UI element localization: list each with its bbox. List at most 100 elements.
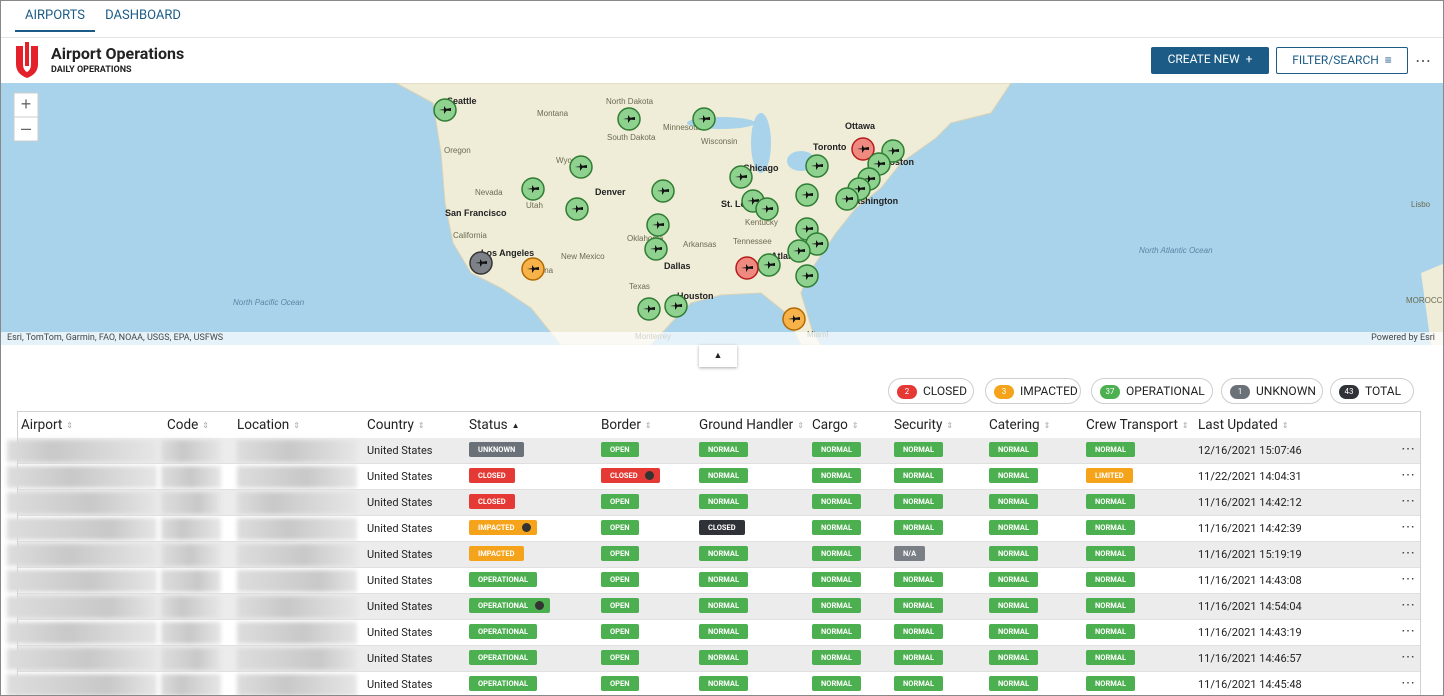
map-label: Texas [629,282,650,291]
status-badge: NORMAL [812,520,861,535]
row-menu[interactable]: ⋯ [1401,519,1415,535]
page-title: Airport Operations [51,44,185,63]
sort-icon[interactable]: ⇕ [946,421,954,430]
row-menu[interactable]: ⋯ [1401,467,1415,483]
row-menu[interactable]: ⋯ [1401,545,1415,561]
row-menu[interactable]: ⋯ [1401,571,1415,587]
status-badge: CLOSED [699,520,745,535]
status-badge: OPERATIONAL [469,598,551,613]
logo [16,42,38,78]
column-header[interactable]: Catering ⇕ [989,417,1051,433]
status-badge: NORMAL [894,624,943,639]
plane-icon [670,302,682,310]
collapse-map[interactable]: ▲ [699,345,737,367]
redacted-cell [237,596,357,618]
plane-icon [652,221,664,229]
chip-label: OPERATIONAL [1126,384,1205,398]
sort-icon[interactable]: ⇕ [644,421,652,430]
tab[interactable]: AIRPORTS [15,1,95,32]
plane-icon [643,305,655,313]
row-menu[interactable]: ⋯ [1401,441,1415,457]
tab[interactable]: DASHBOARD [105,8,181,23]
row-menu[interactable]: ⋯ [1401,623,1415,639]
status-badge: NORMAL [1086,546,1135,561]
column-header[interactable]: Last Updated ⇕ [1198,417,1289,433]
column-header[interactable]: Status ▲ [469,417,520,433]
sort-icon[interactable]: ⇕ [851,421,859,430]
status-badge: NORMAL [894,676,943,691]
redacted-cell [161,492,221,514]
plane-icon [741,264,753,272]
sort-icon[interactable]: ⇕ [293,421,300,430]
map-label: Oregon [444,146,471,155]
sort-icon[interactable]: ⇕ [417,421,425,430]
map-label: North Pacific Ocean [233,298,305,307]
column-header[interactable]: Location ⇕ [237,417,300,433]
status-badge: NORMAL [812,650,861,665]
sort-icon[interactable]: ⇕ [1281,421,1289,430]
plane-icon [623,115,635,123]
column-header[interactable]: Airport ⇕ [21,417,73,433]
plane-icon [873,160,885,168]
plane-icon [747,197,759,205]
summary-chip[interactable]: 43 TOTAL [1330,378,1414,404]
status-badge: NORMAL [894,494,943,509]
map-label: North Atlantic Ocean [1139,246,1213,255]
map-label: Lisbo [1411,200,1431,209]
sort-icon[interactable]: ▲ [511,421,520,430]
column-header[interactable]: Security ⇕ [894,417,954,433]
cell-text: United States [367,600,433,613]
map-label: Oklahoma [627,234,664,243]
sort-icon[interactable]: ⇕ [1181,421,1189,430]
row-menu[interactable]: ⋯ [1401,597,1415,613]
info-icon[interactable] [521,523,531,532]
zoom-out[interactable] [13,116,39,142]
map-label: Dallas [664,261,691,271]
map-label: Minnesota [663,123,700,132]
status-badge: NORMAL [812,598,861,613]
redacted-cell [237,492,357,514]
summary-chip[interactable]: 3 IMPACTED [985,378,1081,404]
filter-button[interactable]: FILTER/SEARCH ≡ [1276,47,1408,74]
row-menu[interactable]: ⋯ [1401,675,1415,691]
plane-icon [650,245,662,253]
status-badge: OPERATIONAL [469,676,538,691]
column-header[interactable]: Cargo ⇕ [812,417,859,433]
cell-text: United States [367,678,433,691]
map[interactable]: + – Vancouver Seattle Montana North Dakota S… [1,83,1444,345]
row-menu[interactable]: ⋯ [1401,493,1415,509]
status-badge: NORMAL [812,676,861,691]
column-header[interactable]: Crew Transport ⇕ [1086,417,1189,433]
column-header[interactable]: Ground Handler ⇕ [699,417,804,433]
info-icon[interactable] [644,471,654,480]
summary-chip[interactable]: 2 CLOSED [888,378,974,404]
more-menu[interactable]: ⋯ [1415,51,1431,70]
map-label: North Dakota [606,97,654,106]
redacted-cell [237,648,357,670]
status-badge: IMPACTED [469,546,524,561]
sort-icon[interactable]: ⇕ [202,421,209,430]
cell-text: 11/16/2021 14:45:48 [1198,678,1302,691]
status-badge: NORMAL [989,598,1038,613]
cell-text: United States [367,470,433,483]
sort-icon[interactable]: ⇕ [797,421,804,430]
info-icon[interactable] [535,601,545,610]
summary-chip[interactable]: 37 OPERATIONAL [1091,378,1213,404]
column-header[interactable]: Border ⇕ [601,417,652,433]
sort-icon[interactable]: ⇕ [1043,421,1051,430]
row-menu[interactable]: ⋯ [1401,649,1415,665]
summary-chip[interactable]: 1 UNKNOWN [1221,378,1323,404]
zoom-in[interactable] [13,92,39,118]
chip-label: TOTAL [1365,384,1402,398]
column-header[interactable]: Code ⇕ [167,417,209,433]
create-button[interactable]: CREATE NEW + [1151,47,1269,74]
divider [1,37,1443,38]
status-badge: NORMAL [812,442,861,457]
sort-icon[interactable]: ⇕ [66,421,73,430]
status-badge: OPEN [601,546,639,561]
map-label: Chicago [743,163,779,173]
cell-text: United States [367,574,433,587]
column-header[interactable]: Country ⇕ [367,417,425,433]
status-badge: NORMAL [1086,676,1135,691]
map-label: Boston [883,157,914,167]
